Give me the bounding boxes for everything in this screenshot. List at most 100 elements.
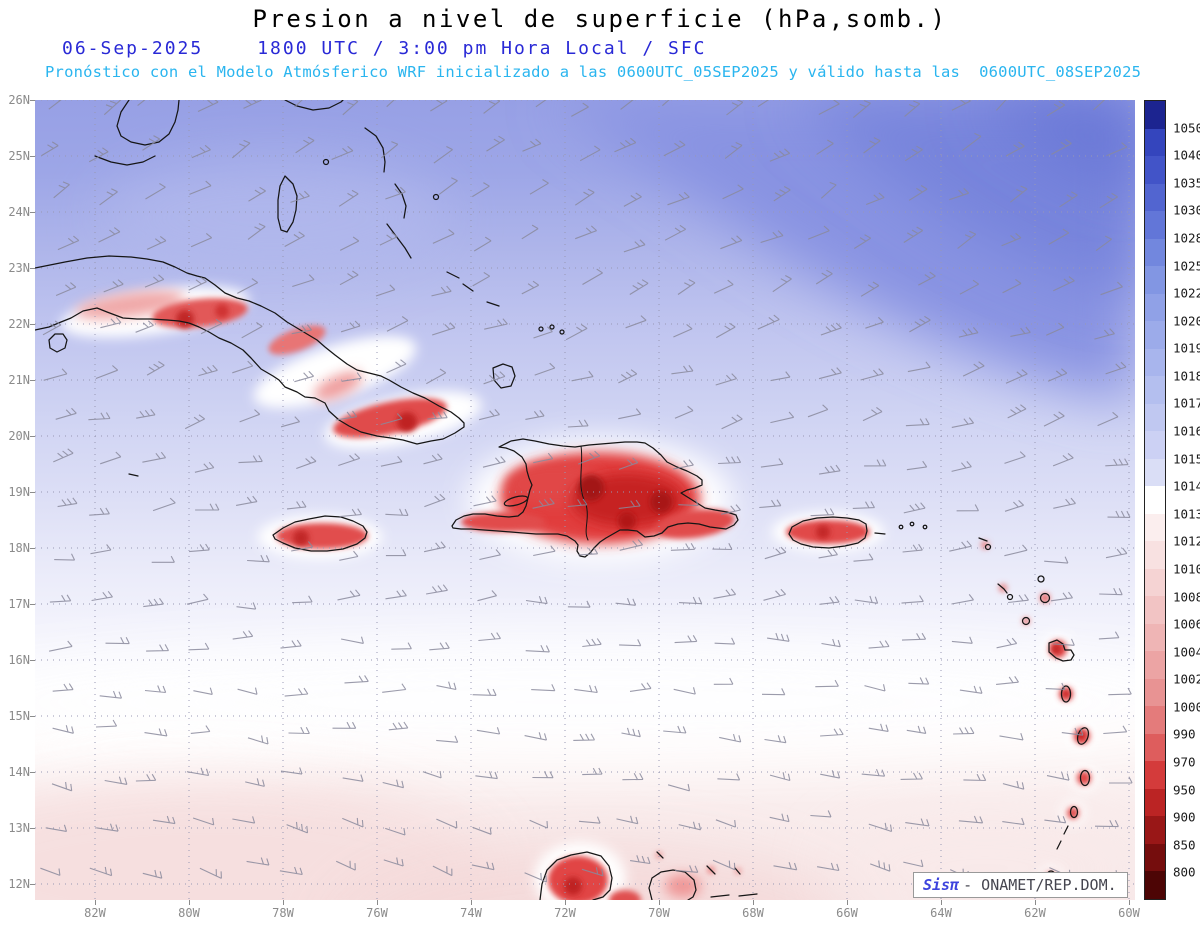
colorbar-segment bbox=[1145, 816, 1165, 844]
wind-barb bbox=[524, 872, 547, 883]
wind-barb bbox=[1108, 776, 1133, 784]
wind-barb bbox=[57, 235, 80, 251]
colorbar-label: 1008 bbox=[1173, 589, 1200, 605]
colorbar-label: 1014 bbox=[1173, 478, 1200, 494]
wind-barb bbox=[996, 676, 1019, 685]
wind-barb bbox=[962, 132, 982, 152]
wind-barb bbox=[664, 224, 687, 241]
jamaica-coastline bbox=[272, 515, 368, 552]
wind-barb bbox=[963, 773, 987, 782]
colorbar-segment bbox=[1145, 403, 1165, 432]
wind-barb bbox=[868, 723, 889, 732]
credit-brand: Sisπ bbox=[923, 876, 960, 894]
wind-barb bbox=[375, 284, 396, 297]
wind-barb bbox=[906, 725, 927, 734]
wind-barb bbox=[104, 776, 128, 785]
colorbar-segment bbox=[1145, 183, 1165, 212]
wind-barb bbox=[186, 593, 209, 605]
wind-barb bbox=[865, 316, 884, 329]
wind-barb bbox=[239, 409, 261, 423]
lat-tick bbox=[30, 100, 35, 101]
wind-barb bbox=[864, 684, 886, 692]
wind-barb bbox=[817, 862, 840, 872]
wind-barb bbox=[1097, 411, 1119, 427]
wind-barb bbox=[286, 500, 307, 510]
wind-barb bbox=[524, 732, 548, 741]
wind-barb bbox=[143, 597, 164, 608]
colorbar-label: 1025 bbox=[1173, 258, 1200, 274]
colorbar-label: 950 bbox=[1173, 782, 1196, 798]
colorbar-segment bbox=[1145, 458, 1165, 487]
wind-barb bbox=[818, 548, 838, 559]
wind-barb bbox=[614, 137, 637, 153]
wind-barb bbox=[578, 450, 601, 465]
wind-barb bbox=[40, 867, 61, 876]
wind-barb bbox=[533, 326, 553, 339]
lon-tick bbox=[565, 900, 566, 905]
wind-barb bbox=[726, 98, 744, 116]
colorbar-label: 1013 bbox=[1173, 506, 1200, 522]
wind-barb bbox=[43, 368, 68, 381]
forecast-date: 06-Sep-2025 bbox=[62, 38, 204, 59]
wind-barb bbox=[382, 683, 407, 693]
wind-barb bbox=[53, 181, 70, 199]
wind-barb bbox=[667, 191, 690, 206]
wind-barb bbox=[386, 359, 407, 374]
wind-barb bbox=[902, 543, 923, 553]
wind-barb bbox=[238, 455, 263, 464]
forecast-time: 1800 UTC / 3:00 pm Hora Local / SFC bbox=[257, 38, 707, 59]
lat-label: 19N bbox=[8, 485, 30, 499]
colorbar-label: 850 bbox=[1173, 837, 1196, 853]
wind-barb bbox=[188, 276, 207, 291]
wind-barb bbox=[714, 637, 736, 645]
wind-barb bbox=[866, 192, 885, 206]
lat-tick bbox=[30, 884, 35, 885]
wind-barb bbox=[1008, 594, 1029, 604]
wind-barb bbox=[909, 315, 931, 333]
wind-barb bbox=[424, 493, 446, 508]
wind-barb bbox=[713, 588, 737, 599]
wind-barb bbox=[186, 767, 210, 777]
aruba bbox=[656, 851, 664, 859]
wind-barb bbox=[712, 859, 736, 871]
lon-label: 82W bbox=[84, 906, 106, 920]
wind-barb bbox=[853, 100, 871, 119]
colorbar-segment bbox=[1145, 623, 1165, 652]
wind-barb bbox=[90, 544, 112, 555]
wind-barb bbox=[759, 499, 782, 509]
pressure-map-svg bbox=[0, 89, 1200, 927]
wind-barbs-layer bbox=[40, 89, 1133, 883]
wind-barb bbox=[582, 767, 603, 776]
wind-barb bbox=[1103, 725, 1128, 735]
wind-barb bbox=[391, 642, 412, 650]
colorbar-segment bbox=[1145, 293, 1165, 322]
wind-barb bbox=[1047, 368, 1068, 382]
wind-barb bbox=[674, 865, 699, 873]
wind-barb bbox=[674, 405, 694, 419]
lat-label: 17N bbox=[8, 597, 30, 611]
wind-barb bbox=[854, 234, 871, 249]
wind-barb bbox=[146, 361, 165, 376]
wind-barb bbox=[105, 637, 130, 645]
lat-tick bbox=[30, 380, 35, 381]
wind-barb bbox=[332, 721, 357, 729]
wind-barb bbox=[903, 226, 923, 243]
wind-barb bbox=[335, 860, 356, 871]
wind-barb bbox=[339, 508, 362, 518]
puerto-rico-coastline bbox=[788, 516, 868, 549]
wind-barb bbox=[769, 772, 791, 782]
wind-barb bbox=[533, 452, 554, 464]
wind-barb bbox=[571, 102, 589, 117]
lon-label: 70W bbox=[648, 906, 670, 920]
lat-tick bbox=[30, 772, 35, 773]
colorbar-label: 1004 bbox=[1173, 644, 1200, 660]
wind-barb bbox=[477, 590, 498, 602]
wind-barb bbox=[818, 99, 840, 115]
wind-barb bbox=[198, 364, 218, 377]
wind-barb bbox=[716, 322, 736, 339]
wind-barb bbox=[900, 772, 923, 780]
bahamas-islands bbox=[277, 99, 565, 389]
wind-barb bbox=[388, 721, 409, 731]
wind-barb bbox=[475, 771, 498, 780]
colorbar-segment bbox=[1145, 156, 1165, 184]
